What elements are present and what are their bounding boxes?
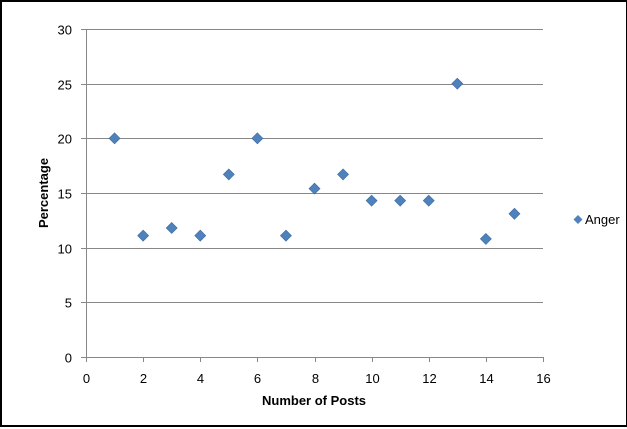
x-tick-label: 12 [422, 371, 436, 386]
x-axis-title: Number of Posts [262, 393, 366, 408]
y-tick-label: 0 [65, 351, 72, 366]
data-point-diamond [422, 194, 435, 207]
data-point-diamond [194, 229, 207, 242]
y-axis-title: Percentage [36, 158, 51, 228]
x-tick-label: 8 [312, 371, 319, 386]
legend-marker-diamond [573, 215, 583, 224]
legend: Anger [573, 212, 620, 227]
x-tick-label: 16 [536, 371, 550, 386]
x-tick-label: 4 [197, 371, 204, 386]
legend-label: Anger [585, 212, 620, 227]
x-tick-label: 10 [365, 371, 379, 386]
x-tick-label: 14 [479, 371, 493, 386]
y-tick-label: 25 [58, 78, 72, 93]
x-tick-label: 2 [140, 371, 147, 386]
data-points [108, 77, 521, 245]
data-point-diamond [394, 194, 407, 207]
data-point-diamond [108, 132, 121, 145]
data-point-diamond [280, 229, 292, 242]
tick-labels: 0 5 10 15 20 25 30 0 2 4 6 8 10 12 14 16 [58, 23, 551, 387]
y-tick-label: 20 [58, 132, 72, 147]
data-point-diamond [337, 168, 349, 181]
data-point-diamond [479, 232, 492, 245]
data-point-diamond [308, 182, 321, 195]
data-point-diamond [451, 77, 464, 90]
axes [81, 29, 544, 362]
data-point-diamond [137, 229, 150, 242]
y-tick-label: 10 [58, 242, 72, 257]
data-point-diamond [251, 132, 264, 145]
data-point-diamond [365, 194, 378, 207]
y-tick-label: 15 [58, 187, 72, 202]
data-point-diamond [165, 222, 178, 234]
gridlines [86, 29, 543, 303]
y-tick-label: 5 [65, 296, 72, 311]
x-tick-label: 0 [83, 371, 90, 386]
data-point-diamond [222, 168, 235, 181]
x-tick-label: 6 [254, 371, 261, 386]
data-point-diamond [508, 207, 521, 220]
y-tick-label: 30 [58, 23, 72, 38]
